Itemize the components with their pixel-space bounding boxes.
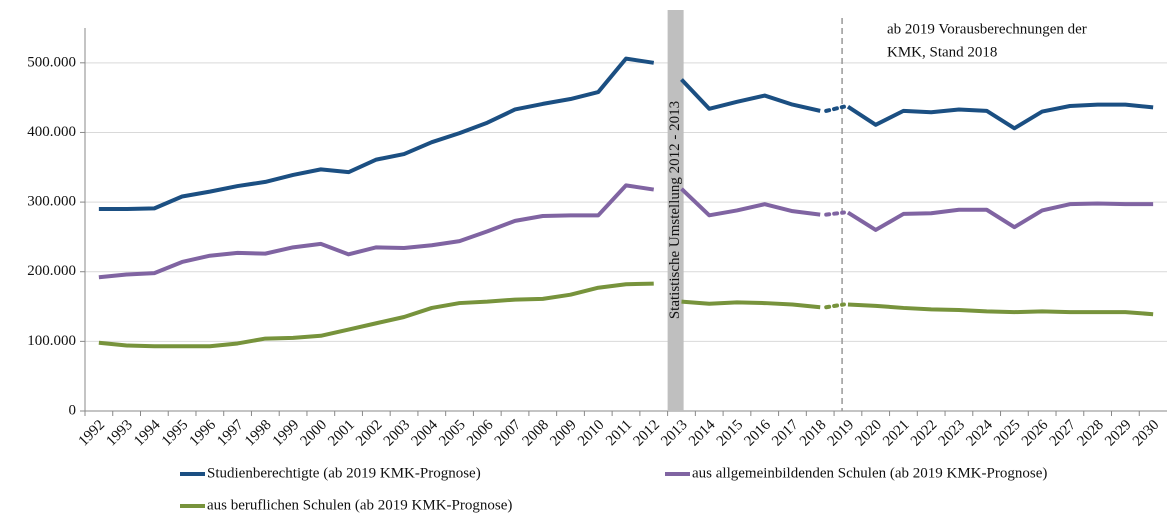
x-tick-label: 1993 (103, 417, 136, 450)
x-tick-label: 2019 (825, 417, 858, 450)
x-tick-label: 2011 (603, 417, 635, 449)
y-tick-label: 400.000 (27, 124, 76, 140)
x-tick-label: 1992 (76, 417, 109, 450)
x-tick-label: 2000 (298, 417, 331, 450)
series-line (98, 281, 654, 349)
x-tick-label: 2018 (797, 417, 830, 450)
x-tick-label: 2028 (1074, 417, 1107, 450)
series-line (98, 183, 655, 280)
x-tick-label: 2001 (325, 417, 358, 450)
x-tick-label: 2014 (686, 417, 719, 450)
y-tick-label: 0 (69, 402, 77, 418)
y-tick-label: 300.000 (27, 194, 76, 210)
x-tick-label: 2024 (963, 417, 996, 450)
x-tick-label: 2005 (436, 417, 469, 450)
projection-label: KMK, Stand 2018 (887, 44, 997, 60)
x-tick-label: 2016 (741, 417, 774, 450)
x-tick-label: 2017 (769, 417, 802, 450)
legend-label: aus allgemeinbildenden Schulen (ab 2019 … (692, 465, 1047, 481)
x-tick-label: 2008 (520, 417, 553, 450)
x-tick-label: 2020 (852, 417, 885, 450)
x-tick-label: 1996 (187, 417, 220, 450)
series-line (681, 299, 821, 310)
x-tick-label: 2010 (575, 417, 608, 450)
x-tick-label: 2027 (1047, 417, 1080, 450)
x-tick-label: 2013 (658, 417, 691, 450)
x-tick-label: 1997 (214, 417, 247, 450)
x-tick-label: 2025 (991, 417, 1024, 450)
gap-label: Statistische Umstellung 2012 - 2013 (667, 101, 683, 319)
x-tick-label: 1998 (242, 417, 275, 450)
gap-bar (667, 10, 684, 411)
series-line (846, 102, 1154, 131)
x-tick-label: 1995 (159, 417, 192, 450)
x-tick-label: 2030 (1130, 417, 1163, 450)
x-tick-label: 1994 (131, 417, 164, 450)
x-tick-label: 2015 (714, 417, 747, 450)
x-tick-label: 1999 (270, 417, 303, 450)
projection-label: ab 2019 Vorausberechnungen der (887, 21, 1087, 37)
x-tick-label: 2029 (1102, 417, 1135, 450)
series-line (680, 187, 821, 218)
x-tick-label: 2023 (936, 417, 969, 450)
projection-connector (824, 104, 846, 113)
x-tick-label: 2007 (492, 417, 525, 450)
x-tick-label: 2021 (880, 417, 913, 450)
series-line (98, 56, 655, 212)
series-line (846, 201, 1154, 232)
y-tick-label: 500.000 (27, 54, 76, 70)
projection-connector (824, 210, 846, 217)
projection-connector (824, 302, 846, 310)
x-tick-label: 2022 (908, 417, 941, 450)
y-tick-label: 200.000 (27, 263, 76, 279)
y-tick-label: 100.000 (27, 333, 76, 349)
x-tick-label: 2003 (381, 417, 414, 450)
legend-label: Studienberechtigte (ab 2019 KMK-Prognose… (207, 465, 481, 481)
legend-label: aus beruflichen Schulen (ab 2019 KMK-Pro… (207, 497, 512, 513)
x-tick-label: 2002 (353, 417, 386, 450)
x-tick-label: 2006 (464, 417, 497, 450)
series-line (680, 78, 821, 113)
series-line (847, 302, 1154, 317)
x-tick-label: 2004 (409, 417, 442, 450)
x-tick-label: 2009 (547, 417, 580, 450)
x-tick-label: 2012 (630, 417, 663, 450)
x-tick-label: 2026 (1019, 417, 1052, 450)
